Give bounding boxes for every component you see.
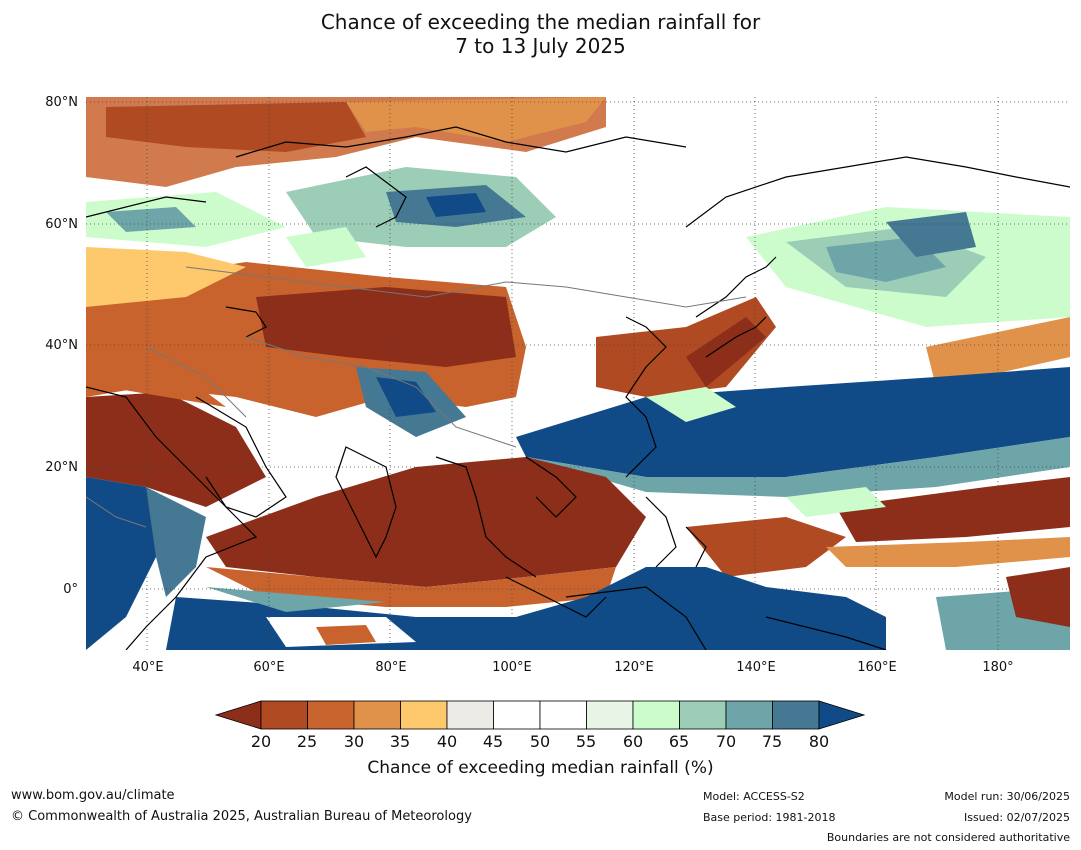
colorbar-tick-80: 80 bbox=[808, 732, 830, 751]
map-title-line2: 7 to 13 July 2025 bbox=[455, 34, 626, 58]
lon-label-40e: 40°E bbox=[132, 660, 164, 675]
rainfall-probability-map bbox=[86, 97, 1070, 650]
map-title-line1: Chance of exceeding the median rainfall … bbox=[320, 10, 761, 34]
colorbar-segment bbox=[632, 700, 680, 730]
west-pacific-dry-band bbox=[686, 517, 846, 577]
colorbar-tick-45: 45 bbox=[482, 732, 504, 751]
india-ocean-dry-region bbox=[206, 457, 646, 587]
colorbar-tick-65: 65 bbox=[668, 732, 690, 751]
east-asia-dry-region bbox=[596, 297, 776, 397]
footer-model: Model: ACCESS-S2 bbox=[703, 790, 805, 803]
colorbar-tick-25: 25 bbox=[296, 732, 318, 751]
lon-label-120e: 120°E bbox=[614, 660, 654, 675]
arabia-dry-fringe bbox=[106, 377, 226, 407]
footer-base-period: Base period: 1981-2018 bbox=[703, 811, 836, 824]
graticule bbox=[86, 97, 1070, 650]
south-pacific-dry-fringe bbox=[826, 537, 1070, 567]
footer-url[interactable]: www.bom.gov.au/climate bbox=[11, 788, 175, 803]
lat-label-60n: 60°N bbox=[45, 217, 78, 232]
east-africa-wet-region bbox=[86, 477, 166, 650]
footer-disclaimer: Boundaries are not considered authoritat… bbox=[826, 831, 1070, 844]
colorbar-tick-40: 40 bbox=[436, 732, 458, 751]
lat-label-20n: 20°N bbox=[45, 460, 78, 475]
east-siberia-very-wet bbox=[886, 212, 976, 257]
arctic-orange-fringe bbox=[346, 97, 606, 142]
footer-issued: Issued: 02/07/2025 bbox=[963, 811, 1070, 824]
colorbar-tick-20: 20 bbox=[250, 732, 272, 751]
footer-copyright: © Commonwealth of Australia 2025, Austra… bbox=[11, 809, 472, 824]
colorbar-segment bbox=[400, 700, 448, 730]
arabia-dry-region bbox=[86, 392, 266, 507]
light-wet-zone-3 bbox=[286, 227, 366, 267]
colorbar-segment bbox=[493, 700, 541, 730]
colorbar-segment bbox=[772, 700, 820, 730]
colorbar-over-arrow bbox=[818, 700, 865, 730]
colorbar-tick-70: 70 bbox=[715, 732, 737, 751]
tibet-wet-core bbox=[376, 377, 436, 417]
arctic-very-dry-patch bbox=[106, 102, 366, 152]
lon-label-80e: 80°E bbox=[375, 660, 407, 675]
africa-wet-fringe bbox=[146, 487, 206, 597]
south-indian-ocean-dry-patch bbox=[316, 625, 376, 645]
colorbar-segment bbox=[353, 700, 401, 730]
west-siberia-wet-core bbox=[106, 207, 196, 232]
pacific-wet-fringe bbox=[526, 437, 1070, 497]
colorbar-tick-50: 50 bbox=[529, 732, 551, 751]
south-indian-ocean-wet-fringe bbox=[206, 587, 386, 612]
lon-label-60e: 60°E bbox=[253, 660, 285, 675]
colorbar-segment bbox=[679, 700, 727, 730]
colorbar-segment bbox=[307, 700, 355, 730]
lon-label-100e: 100°E bbox=[492, 660, 532, 675]
colorbar-segment bbox=[539, 700, 587, 730]
light-wet-zone-1 bbox=[646, 387, 736, 422]
lat-label-40n: 40°N bbox=[45, 338, 78, 353]
japan-dry-region bbox=[686, 317, 766, 387]
central-asia-very-dry bbox=[256, 287, 516, 367]
light-wet-zone-2 bbox=[786, 487, 886, 517]
footer-model-run: Model run: 30/06/2025 bbox=[944, 790, 1070, 803]
colorbar-title: Chance of exceeding median rainfall (%) bbox=[367, 758, 714, 778]
south-pacific-dry-patch bbox=[1006, 567, 1070, 627]
north-pacific-dry-band bbox=[926, 317, 1070, 387]
lat-label-equator: 0° bbox=[63, 582, 78, 597]
colorbar-segment bbox=[586, 700, 634, 730]
lon-label-140e: 140°E bbox=[736, 660, 776, 675]
lon-label-180: 180° bbox=[982, 660, 1014, 675]
colorbar-tick-60: 60 bbox=[622, 732, 644, 751]
colorbar-tick-55: 55 bbox=[575, 732, 597, 751]
colorbar bbox=[215, 700, 865, 730]
coastlines bbox=[86, 126, 1070, 650]
lon-label-160e: 160°E bbox=[857, 660, 897, 675]
central-asia-light-dry bbox=[86, 247, 246, 307]
colorbar-segment bbox=[725, 700, 773, 730]
colorbar-under-arrow bbox=[215, 700, 262, 730]
lat-label-80n: 80°N bbox=[45, 95, 78, 110]
colorbar-tick-75: 75 bbox=[761, 732, 783, 751]
south-pacific-dry-band bbox=[836, 477, 1070, 542]
pacific-wet-band bbox=[516, 367, 1070, 477]
country-borders bbox=[86, 266, 747, 528]
colorbar-segment bbox=[446, 700, 494, 730]
colorbar-segment bbox=[260, 700, 308, 730]
colorbar-tick-30: 30 bbox=[343, 732, 365, 751]
colorbar-tick-35: 35 bbox=[389, 732, 411, 751]
siberia-very-wet-patch bbox=[426, 193, 486, 217]
